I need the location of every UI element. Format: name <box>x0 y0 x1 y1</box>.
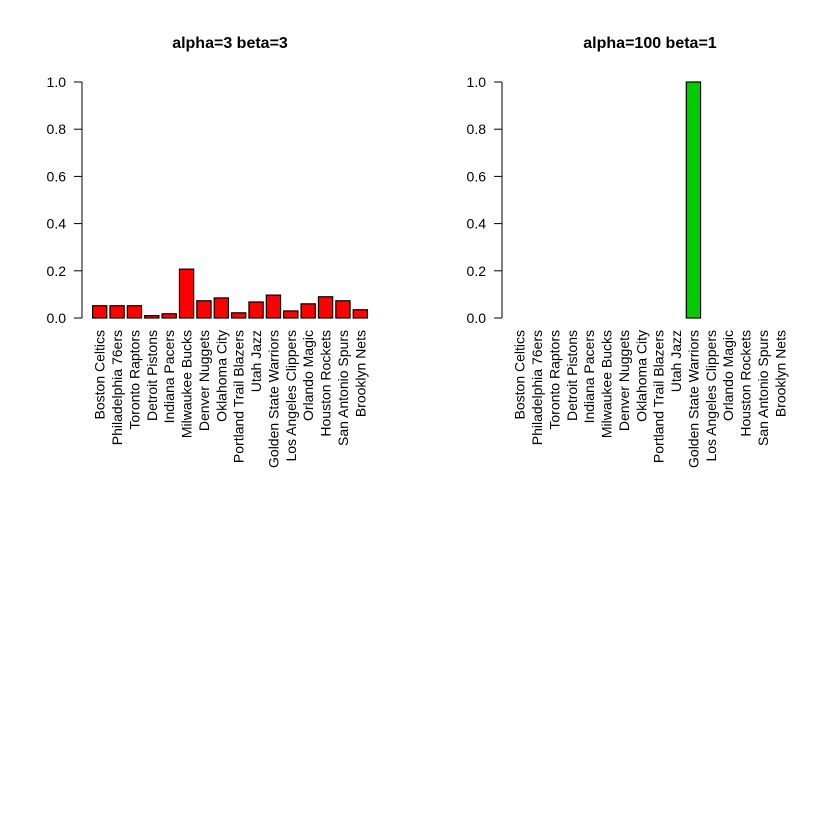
bar <box>91 305 108 319</box>
y-tick-label: 0.6 <box>467 168 487 184</box>
x-category-label: Houston Rockets <box>318 330 334 437</box>
bar <box>178 268 195 319</box>
x-category-label: Oklahoma City <box>213 330 229 422</box>
bar <box>283 310 299 319</box>
x-category-label: Brooklyn Nets <box>772 330 788 417</box>
x-category-label: Indiana Pacers <box>581 330 597 423</box>
bar <box>213 297 230 319</box>
bar <box>161 313 177 319</box>
x-category-label: Detroit Pistons <box>144 330 160 421</box>
y-tick-label: 0.4 <box>467 216 487 232</box>
x-category-label: Boston Celtics <box>92 330 108 419</box>
x-category-label: Portland Trail Blazers <box>651 330 667 463</box>
bar <box>335 300 351 319</box>
chart-title: alpha=3 beta=3 <box>172 35 288 52</box>
bar <box>317 296 334 319</box>
x-category-label: Utah Jazz <box>668 330 684 392</box>
chart-title: alpha=100 beta=1 <box>583 35 717 52</box>
y-tick-label: 1.0 <box>467 74 487 90</box>
y-tick-label: 0.8 <box>47 121 67 137</box>
x-category-label: Denver Nuggets <box>616 330 632 431</box>
y-tick-label: 0.8 <box>467 121 487 137</box>
x-category-label: Denver Nuggets <box>196 330 212 431</box>
x-category-label: Golden State Warriors <box>265 330 281 468</box>
bar <box>352 309 369 319</box>
x-category-label: Detroit Pistons <box>564 330 580 421</box>
y-tick-label: 0.0 <box>47 310 67 326</box>
bar <box>248 301 264 319</box>
y-tick-label: 0.6 <box>47 168 67 184</box>
x-category-label: San Antonio Spurs <box>755 330 771 446</box>
x-category-label: Indiana Pacers <box>161 330 177 423</box>
x-category-label: Los Angeles Clippers <box>283 330 299 462</box>
x-category-label: Milwaukee Bucks <box>179 330 195 438</box>
y-tick-label: 0.2 <box>467 263 487 279</box>
x-category-label: Los Angeles Clippers <box>703 330 719 462</box>
x-category-label: Utah Jazz <box>248 330 264 392</box>
bar <box>685 81 702 319</box>
x-category-label: Portland Trail Blazers <box>231 330 247 463</box>
x-category-label: Philadelphia 76ers <box>529 330 545 445</box>
y-tick-label: 1.0 <box>47 74 67 90</box>
bar <box>144 315 160 319</box>
x-category-label: Orlando Magic <box>300 330 316 421</box>
chart-panel-right: alpha=100 beta=1 0.0 0.2 0.4 0.6 0.8 1.0 Boston… <box>467 35 789 468</box>
bar <box>265 294 282 319</box>
x-category-label: Brooklyn Nets <box>352 330 368 417</box>
bar <box>300 303 316 319</box>
x-category-label: Philadelphia 76ers <box>109 330 125 445</box>
x-category-label: Oklahoma City <box>633 330 649 422</box>
x-category-label: Houston Rockets <box>738 330 754 437</box>
bar <box>109 305 125 319</box>
x-category-label: Milwaukee Bucks <box>599 330 615 438</box>
x-category-label: San Antonio Spurs <box>335 330 351 446</box>
bar <box>196 300 212 319</box>
x-category-label: Golden State Warriors <box>685 330 701 468</box>
x-category-label: Toronto Raptors <box>126 330 142 430</box>
y-tick-label: 0.0 <box>467 310 487 326</box>
bar <box>230 312 247 319</box>
bar <box>126 305 143 319</box>
x-category-label: Orlando Magic <box>720 330 736 421</box>
x-category-label: Boston Celtics <box>512 330 528 419</box>
chart-panel-left: alpha=3 beta=3 0.0 0.2 0.4 0.6 0.8 1.0 Boston C… <box>47 35 369 468</box>
y-tick-label: 0.4 <box>47 216 67 232</box>
x-category-label: Toronto Raptors <box>546 330 562 430</box>
y-tick-label: 0.2 <box>47 263 67 279</box>
